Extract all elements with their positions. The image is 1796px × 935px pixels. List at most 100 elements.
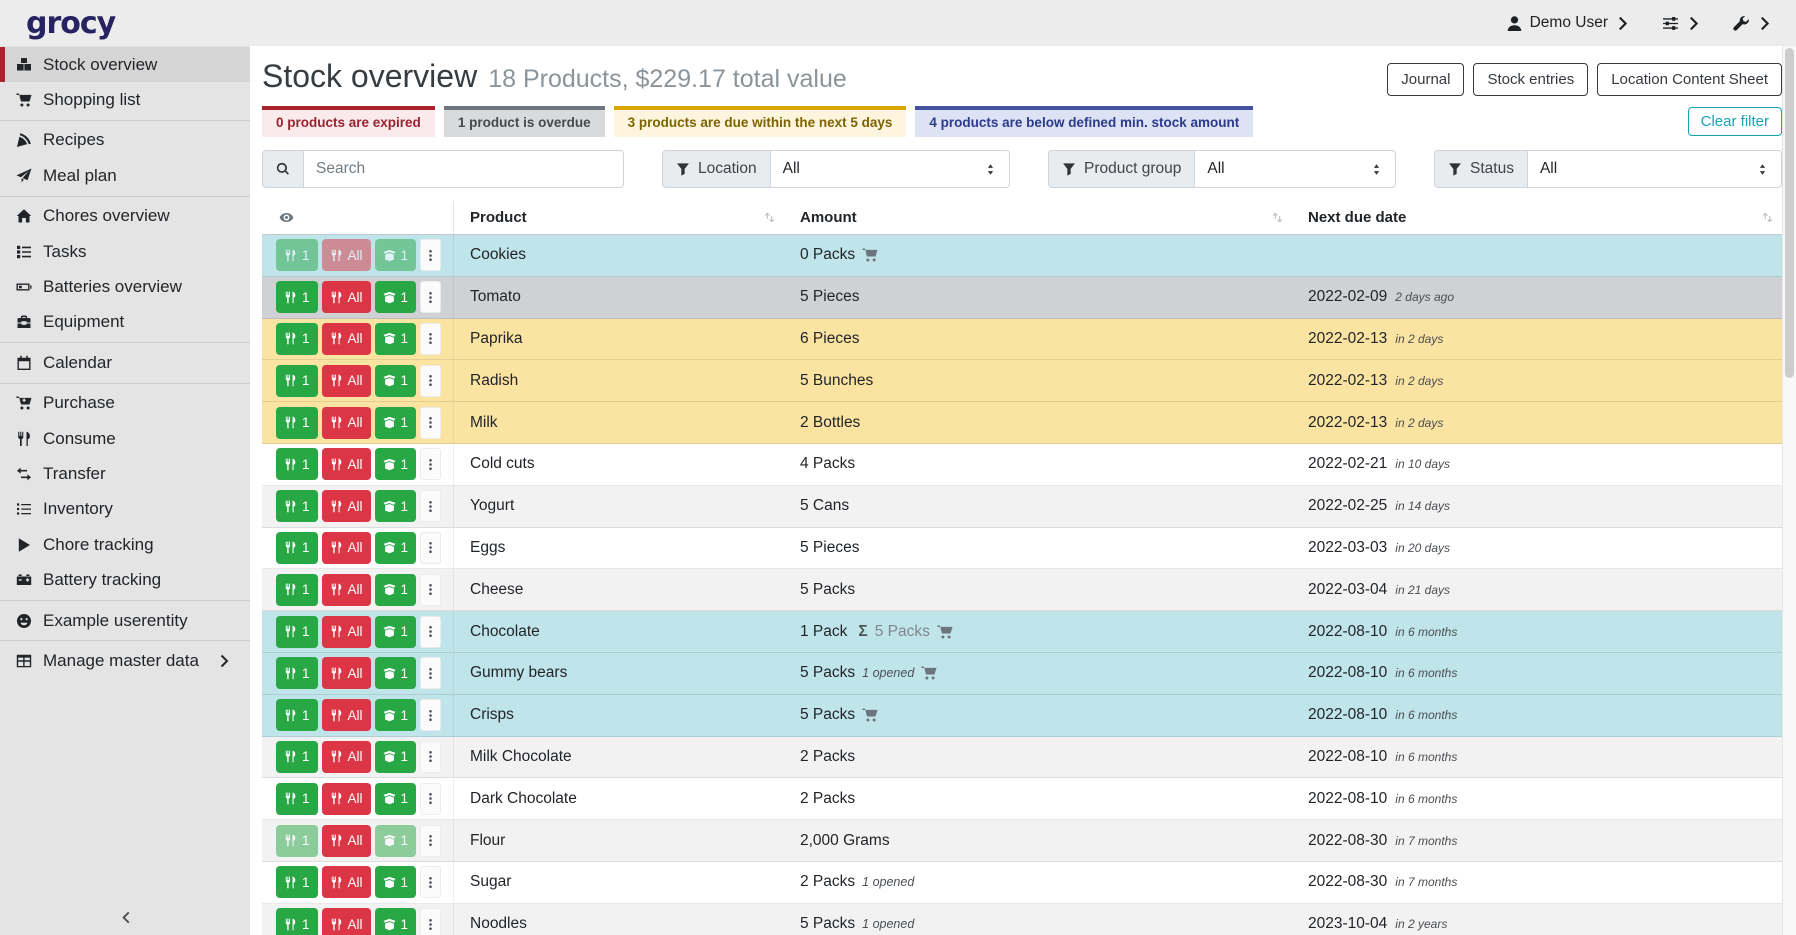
open-one-button[interactable]: 1: [374, 824, 417, 857]
column-header-product[interactable]: Product: [454, 201, 784, 234]
shopping-cart-icon[interactable]: [921, 665, 937, 681]
consume-all-button[interactable]: All: [321, 824, 371, 857]
admin-menu[interactable]: [1733, 15, 1774, 32]
sidebar-item-chores-overview[interactable]: Chores overview: [0, 199, 250, 234]
product-name[interactable]: Sugar: [470, 873, 512, 891]
sidebar-item-calendar[interactable]: Calendar: [0, 345, 250, 380]
sort-icon[interactable]: [763, 211, 776, 224]
row-menu-button[interactable]: [420, 281, 442, 314]
sidebar-item-purchase[interactable]: Purchase: [0, 386, 250, 421]
product-name[interactable]: Gummy bears: [470, 664, 568, 682]
clear-filter-button[interactable]: Clear filter: [1687, 107, 1782, 136]
open-one-button[interactable]: 1: [374, 782, 417, 815]
consume-one-button[interactable]: 1: [276, 322, 318, 355]
settings-menu[interactable]: [1662, 15, 1703, 32]
sort-icon[interactable]: [1761, 211, 1774, 224]
consume-all-button[interactable]: All: [321, 908, 371, 935]
vertical-scrollbar[interactable]: [1782, 46, 1796, 935]
consume-one-button[interactable]: 1: [276, 740, 318, 773]
consume-all-button[interactable]: All: [321, 531, 371, 564]
consume-all-button[interactable]: All: [321, 281, 371, 314]
column-visibility-header[interactable]: [262, 201, 454, 234]
open-one-button[interactable]: 1: [374, 281, 417, 314]
row-menu-button[interactable]: [420, 531, 442, 564]
consume-all-button[interactable]: All: [321, 364, 371, 397]
row-menu-button[interactable]: [420, 782, 442, 815]
consume-one-button[interactable]: 1: [276, 490, 318, 523]
product-name[interactable]: Cold cuts: [470, 455, 535, 473]
consume-all-button[interactable]: All: [321, 448, 371, 481]
sidebar-item-equipment[interactable]: Equipment: [0, 305, 250, 340]
consume-one-button[interactable]: 1: [276, 657, 318, 690]
open-one-button[interactable]: 1: [374, 908, 417, 935]
shopping-cart-icon[interactable]: [937, 624, 953, 640]
product-name[interactable]: Cheese: [470, 580, 524, 598]
consume-one-button[interactable]: 1: [276, 866, 318, 899]
row-menu-button[interactable]: [420, 406, 442, 439]
consume-all-button[interactable]: All: [321, 615, 371, 648]
banner-expired[interactable]: 0 products are expired: [262, 106, 435, 137]
sidebar-item-consume[interactable]: Consume: [0, 421, 250, 456]
grocy-logo[interactable]: grocy: [26, 5, 116, 41]
row-menu-button[interactable]: [420, 448, 442, 481]
consume-all-button[interactable]: All: [321, 322, 371, 355]
consume-one-button[interactable]: 1: [276, 364, 318, 397]
consume-all-button[interactable]: All: [321, 782, 371, 815]
sidebar-item-recipes[interactable]: Recipes: [0, 123, 250, 158]
sidebar-item-stock-overview[interactable]: Stock overview: [0, 47, 250, 83]
consume-all-button[interactable]: All: [321, 406, 371, 439]
sidebar-item-manage-master-data[interactable]: Manage master data: [0, 643, 250, 678]
row-menu-button[interactable]: [420, 573, 442, 606]
open-one-button[interactable]: 1: [374, 448, 417, 481]
sort-icon[interactable]: [1271, 211, 1284, 224]
row-menu-button[interactable]: [420, 490, 442, 523]
consume-one-button[interactable]: 1: [276, 531, 318, 564]
product-name[interactable]: Flour: [470, 831, 506, 849]
open-one-button[interactable]: 1: [374, 699, 417, 732]
product-group-select[interactable]: All: [1194, 150, 1396, 188]
product-name[interactable]: Cookies: [470, 246, 526, 264]
banner-duesoon[interactable]: 3 products are due within the next 5 day…: [613, 106, 907, 137]
sidebar-item-shopping-list[interactable]: Shopping list: [0, 82, 250, 117]
sidebar-collapse-button[interactable]: [0, 910, 250, 925]
product-name[interactable]: Noodles: [470, 915, 527, 933]
open-one-button[interactable]: 1: [374, 239, 417, 272]
row-menu-button[interactable]: [420, 824, 442, 857]
status-select[interactable]: All: [1526, 150, 1782, 188]
column-header-next-due-date[interactable]: Next due date: [1292, 201, 1782, 234]
open-one-button[interactable]: 1: [374, 657, 417, 690]
product-name[interactable]: Milk Chocolate: [470, 747, 572, 765]
journal-button[interactable]: Journal: [1387, 63, 1465, 96]
consume-one-button[interactable]: 1: [276, 615, 318, 648]
sidebar-item-tasks[interactable]: Tasks: [0, 234, 250, 269]
row-menu-button[interactable]: [420, 615, 442, 648]
product-name[interactable]: Yogurt: [470, 497, 515, 515]
product-name[interactable]: Tomato: [470, 288, 521, 306]
banner-overdue[interactable]: 1 product is overdue: [443, 106, 605, 137]
row-menu-button[interactable]: [420, 699, 442, 732]
product-name[interactable]: Chocolate: [470, 622, 540, 640]
consume-one-button[interactable]: 1: [276, 448, 318, 481]
product-name[interactable]: Paprika: [470, 329, 523, 347]
user-menu[interactable]: Demo User: [1506, 14, 1632, 32]
consume-one-button[interactable]: 1: [276, 824, 318, 857]
sidebar-item-batteries-overview[interactable]: Batteries overview: [0, 269, 250, 304]
location-content-sheet-button[interactable]: Location Content Sheet: [1597, 63, 1782, 96]
consume-one-button[interactable]: 1: [276, 406, 318, 439]
open-one-button[interactable]: 1: [374, 364, 417, 397]
consume-all-button[interactable]: All: [321, 740, 371, 773]
consume-all-button[interactable]: All: [321, 699, 371, 732]
product-name[interactable]: Milk: [470, 413, 498, 431]
scrollbar-thumb[interactable]: [1785, 48, 1794, 378]
row-menu-button[interactable]: [420, 740, 442, 773]
consume-all-button[interactable]: All: [321, 239, 371, 272]
sidebar-item-chore-tracking[interactable]: Chore tracking: [0, 527, 250, 562]
open-one-button[interactable]: 1: [374, 531, 417, 564]
open-one-button[interactable]: 1: [374, 490, 417, 523]
row-menu-button[interactable]: [420, 908, 442, 935]
consume-all-button[interactable]: All: [321, 490, 371, 523]
consume-one-button[interactable]: 1: [276, 239, 318, 272]
sidebar-item-transfer[interactable]: Transfer: [0, 456, 250, 491]
consume-one-button[interactable]: 1: [276, 699, 318, 732]
sidebar-item-meal-plan[interactable]: Meal plan: [0, 158, 250, 193]
